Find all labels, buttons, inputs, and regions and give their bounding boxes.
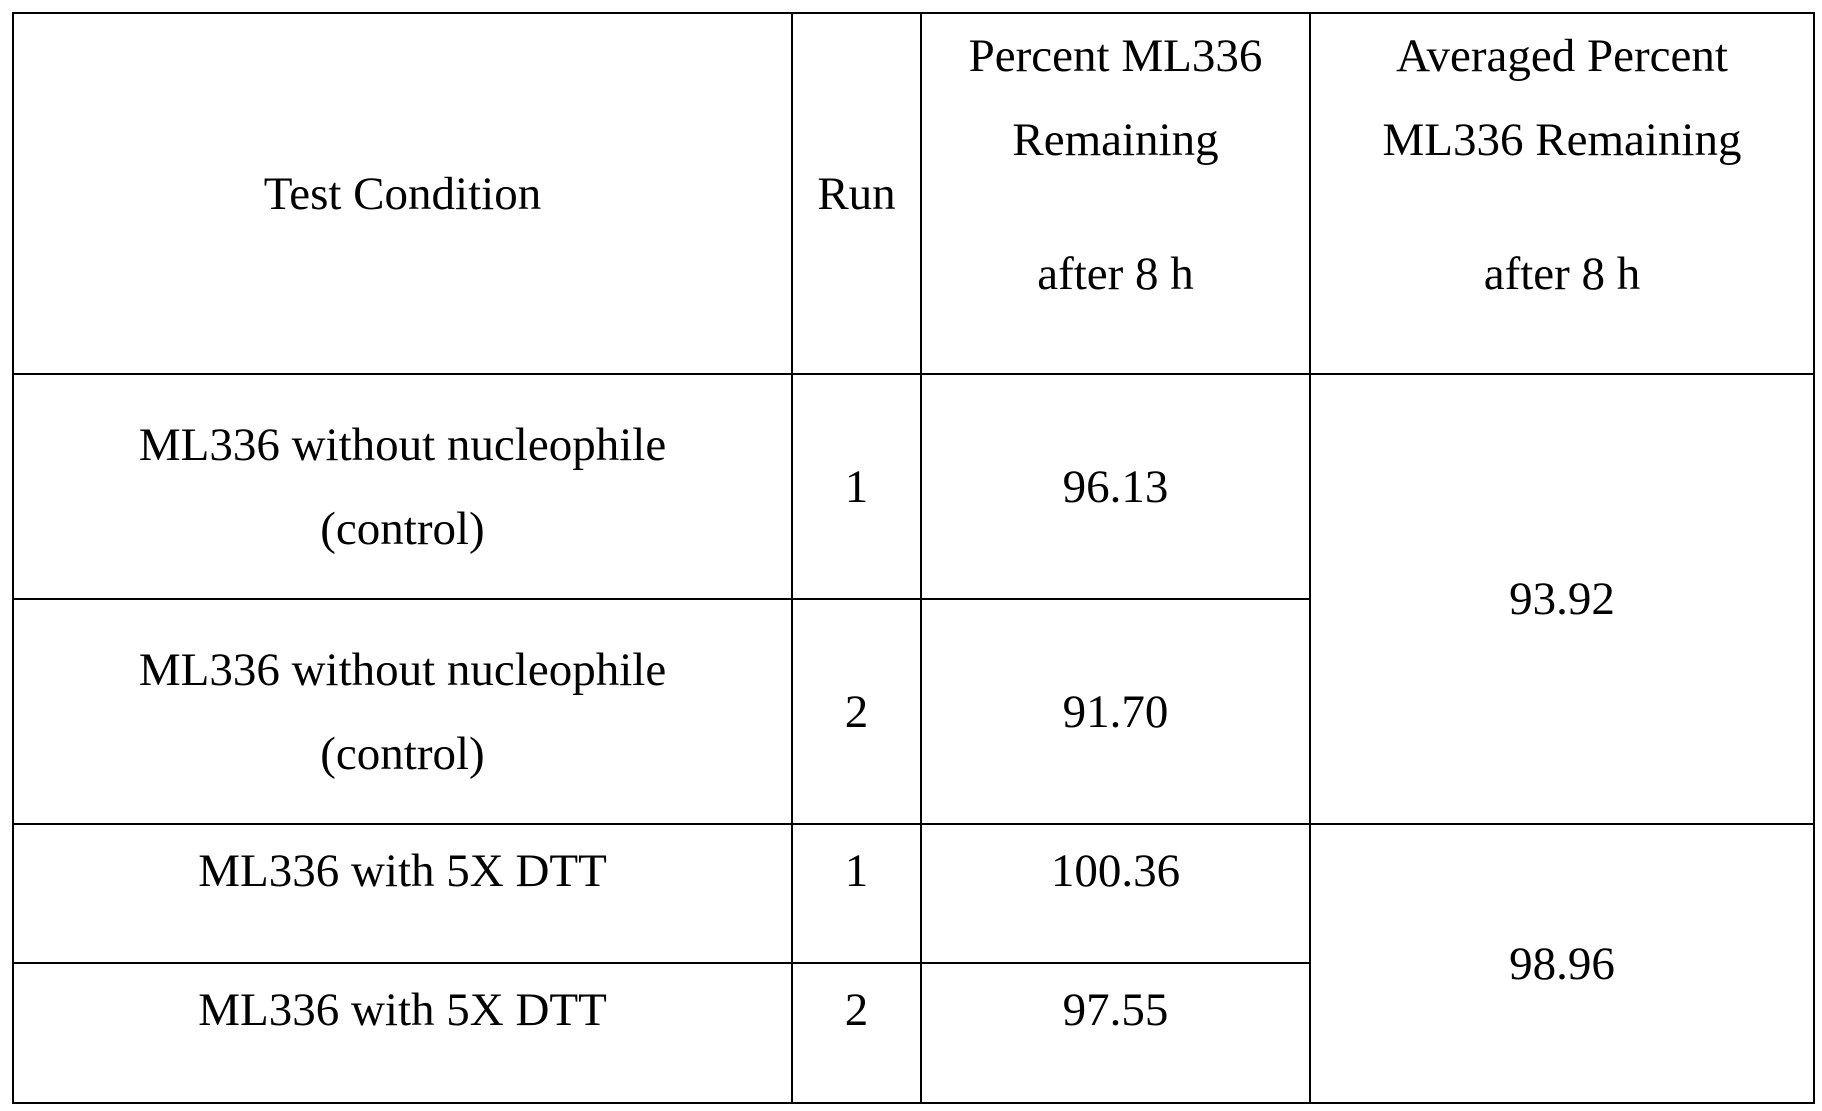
- condition-cell: ML336 with 5X DTT: [13, 824, 792, 963]
- percent-cell: 91.70: [921, 599, 1310, 824]
- run-value: 1: [793, 825, 920, 913]
- header-percent-gap: [922, 182, 1309, 232]
- condition-line1: ML336 with 5X DTT: [14, 825, 791, 913]
- condition-line2: (control): [14, 712, 791, 796]
- condition-line1: ML336 without nucleophile: [14, 403, 791, 487]
- run-cell: 2: [792, 963, 921, 1103]
- header-run: Run: [792, 13, 921, 374]
- percent-value: 97.55: [922, 964, 1309, 1052]
- header-run-text: Run: [817, 168, 895, 220]
- header-percent-line1: Percent ML336: [922, 14, 1309, 98]
- average-cell: 93.92: [1310, 374, 1814, 824]
- average-cell: 98.96: [1310, 824, 1814, 1103]
- header-percent-remaining: Percent ML336 Remaining after 8 h: [921, 13, 1310, 374]
- header-test-condition: Test Condition: [13, 13, 792, 374]
- percent-cell: 96.13: [921, 374, 1310, 599]
- table-row: ML336 without nucleophile (control) 1 96…: [13, 374, 1814, 599]
- results-table: Test Condition Run Percent ML336 Remaini…: [12, 12, 1815, 1104]
- run-value: 2: [793, 964, 920, 1052]
- condition-line1: ML336 with 5X DTT: [14, 964, 791, 1052]
- condition-cell: ML336 without nucleophile (control): [13, 374, 792, 599]
- run-cell: 1: [792, 824, 921, 963]
- header-avg-gap: [1311, 182, 1813, 232]
- table-row: ML336 with 5X DTT 1 100.36 98.96: [13, 824, 1814, 963]
- run-cell: 2: [792, 599, 921, 824]
- header-percent-line3: after 8 h: [922, 232, 1309, 316]
- condition-cell: ML336 with 5X DTT: [13, 963, 792, 1103]
- percent-cell: 100.36: [921, 824, 1310, 963]
- header-averaged-percent: Averaged Percent ML336 Remaining after 8…: [1310, 13, 1814, 374]
- header-test-condition-text: Test Condition: [264, 168, 541, 220]
- header-avg-line3: after 8 h: [1311, 232, 1813, 316]
- run-cell: 1: [792, 374, 921, 599]
- percent-cell: 97.55: [921, 963, 1310, 1103]
- header-avg-line1: Averaged Percent: [1311, 14, 1813, 98]
- condition-line2: (control): [14, 487, 791, 571]
- header-row: Test Condition Run Percent ML336 Remaini…: [13, 13, 1814, 374]
- percent-value: 100.36: [922, 825, 1309, 913]
- condition-line1: ML336 without nucleophile: [14, 628, 791, 712]
- condition-cell: ML336 without nucleophile (control): [13, 599, 792, 824]
- header-percent-line2: Remaining: [922, 98, 1309, 182]
- header-avg-line2: ML336 Remaining: [1311, 98, 1813, 182]
